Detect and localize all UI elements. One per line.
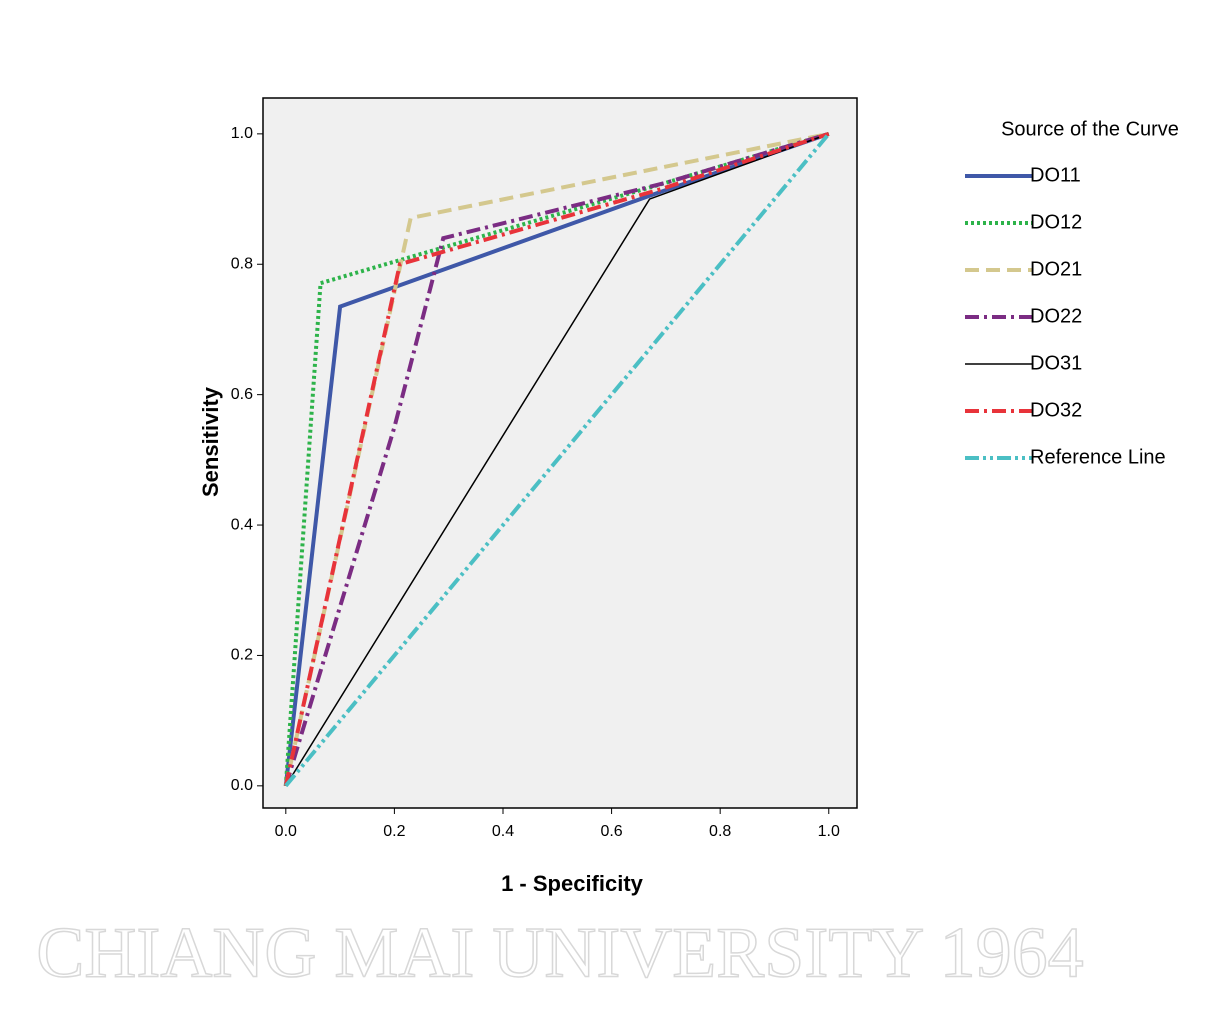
legend-label: DO31 [1030,352,1082,374]
y-tick-label: 0.8 [231,255,253,272]
legend-label: DO12 [1030,211,1082,233]
x-axis-title: 1 - Specificity [501,871,644,896]
x-tick-label: 1.0 [818,823,840,840]
y-tick-label: 1.0 [231,125,253,142]
legend-label: DO22 [1030,305,1082,327]
y-tick-label: 0.4 [231,516,253,533]
legend-label: DO21 [1030,258,1082,280]
x-tick-label: 0.8 [709,823,731,840]
legend-label: Reference Line [1030,446,1166,468]
x-tick-label: 0.0 [275,823,297,840]
y-tick-label: 0.2 [231,647,253,664]
legend-label: DO11 [1030,164,1081,186]
y-tick-label: 0.0 [231,777,253,794]
x-tick-label: 0.4 [492,823,514,840]
legend-label: DO32 [1030,399,1082,421]
legend-title: Source of the Curve [1001,118,1179,140]
page: {"chart_data": {"type": "line", "waterma… [0,0,1219,1011]
watermark: CHIANG MAI UNIVERSITY 1964 [36,913,1083,993]
chart: CHIANG MAI UNIVERSITY 1964 1 - Specifici… [0,0,1219,1011]
x-tick-label: 0.6 [600,823,622,840]
y-tick-label: 0.6 [231,386,253,403]
x-tick-label: 0.2 [383,823,405,840]
y-axis-title: Sensitivity [198,386,223,497]
